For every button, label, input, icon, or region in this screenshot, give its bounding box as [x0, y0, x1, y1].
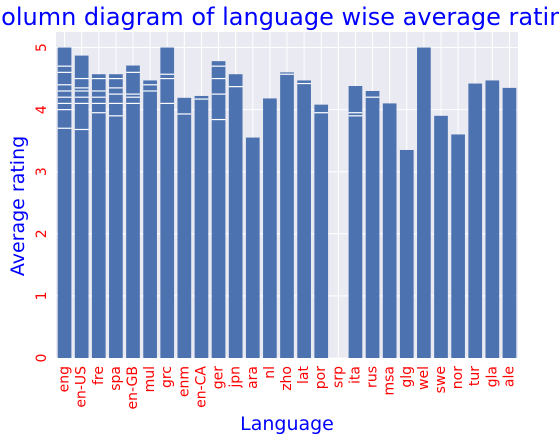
chart-title: Column diagram of language wise average …: [0, 3, 559, 31]
x-tick-label-en-US: en-US: [74, 366, 90, 408]
x-tick-label-lat: lat: [296, 366, 312, 384]
bar-glg: [399, 149, 414, 358]
bar-mul: [143, 80, 157, 358]
y-axis-label: Average rating: [7, 136, 29, 276]
y-tick-label: 2: [34, 229, 50, 238]
bar-zho: [280, 72, 294, 358]
x-tick-label-jpn: jpn: [228, 366, 244, 389]
x-tick-label-tur: tur: [467, 366, 483, 386]
bar-tur: [468, 83, 483, 358]
x-tick-label-ita: ita: [347, 366, 363, 384]
x-tick-label-wel: wel: [416, 366, 432, 390]
x-tick-label-srp: srp: [330, 366, 346, 388]
x-tick-label-en-GB: en-GB: [125, 366, 141, 410]
bar-ara: [245, 137, 260, 358]
bar-ger: [211, 61, 226, 359]
x-tick-label-rus: rus: [365, 366, 381, 388]
bar-wel: [417, 47, 431, 359]
bar-ale: [502, 87, 517, 358]
bar-swe: [434, 115, 448, 358]
x-axis-ticks: eng en-US fre spa en-GB mul grc enm en-CA ger jpn a…: [57, 366, 518, 410]
bar-en-US: [74, 55, 89, 358]
x-tick-label-nor: nor: [450, 366, 466, 389]
x-tick-label-zho: zho: [279, 366, 295, 391]
x-tick-label-gla: gla: [484, 366, 500, 387]
x-tick-label-por: por: [313, 366, 329, 389]
bar-por: [314, 104, 329, 358]
x-tick-label-nl: nl: [262, 366, 278, 379]
x-tick-label-ara: ara: [245, 366, 261, 389]
y-axis-ticks: 0 1 2 3 4 5: [34, 43, 50, 362]
y-tick-label: 3: [34, 167, 50, 176]
bar-nor: [451, 134, 465, 358]
x-tick-label-msa: msa: [382, 366, 398, 396]
bar-en-GB: [126, 65, 140, 358]
x-tick-label-enm: enm: [176, 366, 192, 397]
bar-lat: [297, 80, 311, 358]
x-tick-label-grc: grc: [159, 366, 175, 388]
bar-enm: [177, 97, 192, 358]
bar-rus: [365, 90, 380, 358]
y-tick-label: 4: [34, 105, 50, 114]
y-tick-label: 0: [34, 354, 50, 363]
x-tick-label-ale: ale: [501, 366, 517, 387]
bar-grc: [160, 47, 175, 359]
bar-eng: [57, 47, 72, 359]
bar-fre: [91, 74, 106, 358]
bar-jpn: [228, 74, 243, 358]
x-tick-label-glg: glg: [399, 366, 415, 388]
x-axis-label: Language: [240, 413, 334, 435]
x-tick-label-eng: eng: [57, 366, 73, 392]
x-tick-label-en-CA: en-CA: [193, 366, 209, 408]
y-tick-label: 1: [34, 291, 50, 300]
bar-en-CA: [194, 95, 209, 358]
x-tick-label-fre: fre: [91, 366, 107, 385]
x-tick-label-mul: mul: [142, 366, 158, 392]
x-tick-label-spa: spa: [108, 366, 124, 391]
y-tick-label: 5: [34, 43, 50, 52]
bars: [57, 47, 517, 359]
bar-gla: [485, 80, 500, 358]
bar-ita: [348, 86, 363, 358]
x-tick-label-ger: ger: [211, 366, 227, 390]
x-tick-label-swe: swe: [433, 366, 449, 393]
bar-msa: [382, 103, 397, 359]
bar-nl: [263, 98, 277, 359]
bar-spa: [109, 74, 123, 358]
